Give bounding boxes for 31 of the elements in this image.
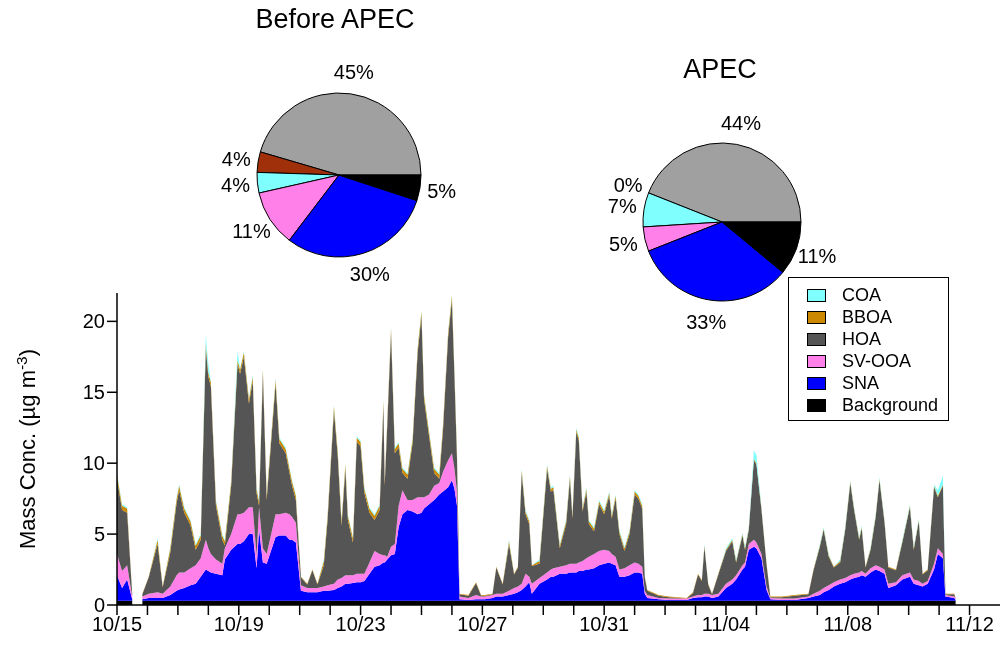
data-label: 44% [720, 111, 762, 134]
legend-label: Background [842, 394, 939, 416]
x-tick-label: 10/31 [579, 613, 630, 636]
y-tick-label: 10 [82, 452, 105, 475]
data-label: 11% [232, 220, 271, 243]
data-label: 45% [333, 61, 375, 84]
data-label: 30% [349, 263, 391, 286]
data-label: 5% [608, 233, 639, 256]
x-tick-label: 10/23 [335, 613, 386, 636]
data-label: 4% [221, 147, 251, 170]
legend-label: SNA [842, 372, 880, 394]
legend-label: SV-OOA [842, 350, 912, 372]
chart-title: APEC [682, 54, 758, 85]
data-label: 11% [797, 245, 837, 268]
x-tick-label: 10/19 [213, 613, 264, 636]
x-tick-label: 10/27 [457, 613, 508, 636]
data-label: 4% [221, 173, 251, 196]
x-tick-label: 11/08 [823, 613, 873, 636]
text: 0% [613, 173, 643, 196]
y-tick-label: 15 [82, 381, 105, 404]
chart-title: Before APEC [254, 4, 416, 35]
legend-label: COA [842, 284, 882, 306]
legend-label: HOA [842, 328, 882, 350]
y-tick-label: 5 [93, 523, 105, 546]
data-label: 33% [686, 310, 727, 333]
y-tick-label: 20 [82, 310, 105, 333]
data-label: 5% [427, 180, 457, 203]
x-tick-label: 11/12 [945, 613, 994, 636]
x-tick-label: 11/04 [701, 613, 751, 636]
data-label: 7% [607, 195, 637, 218]
legend-label: BBOA [842, 306, 893, 328]
